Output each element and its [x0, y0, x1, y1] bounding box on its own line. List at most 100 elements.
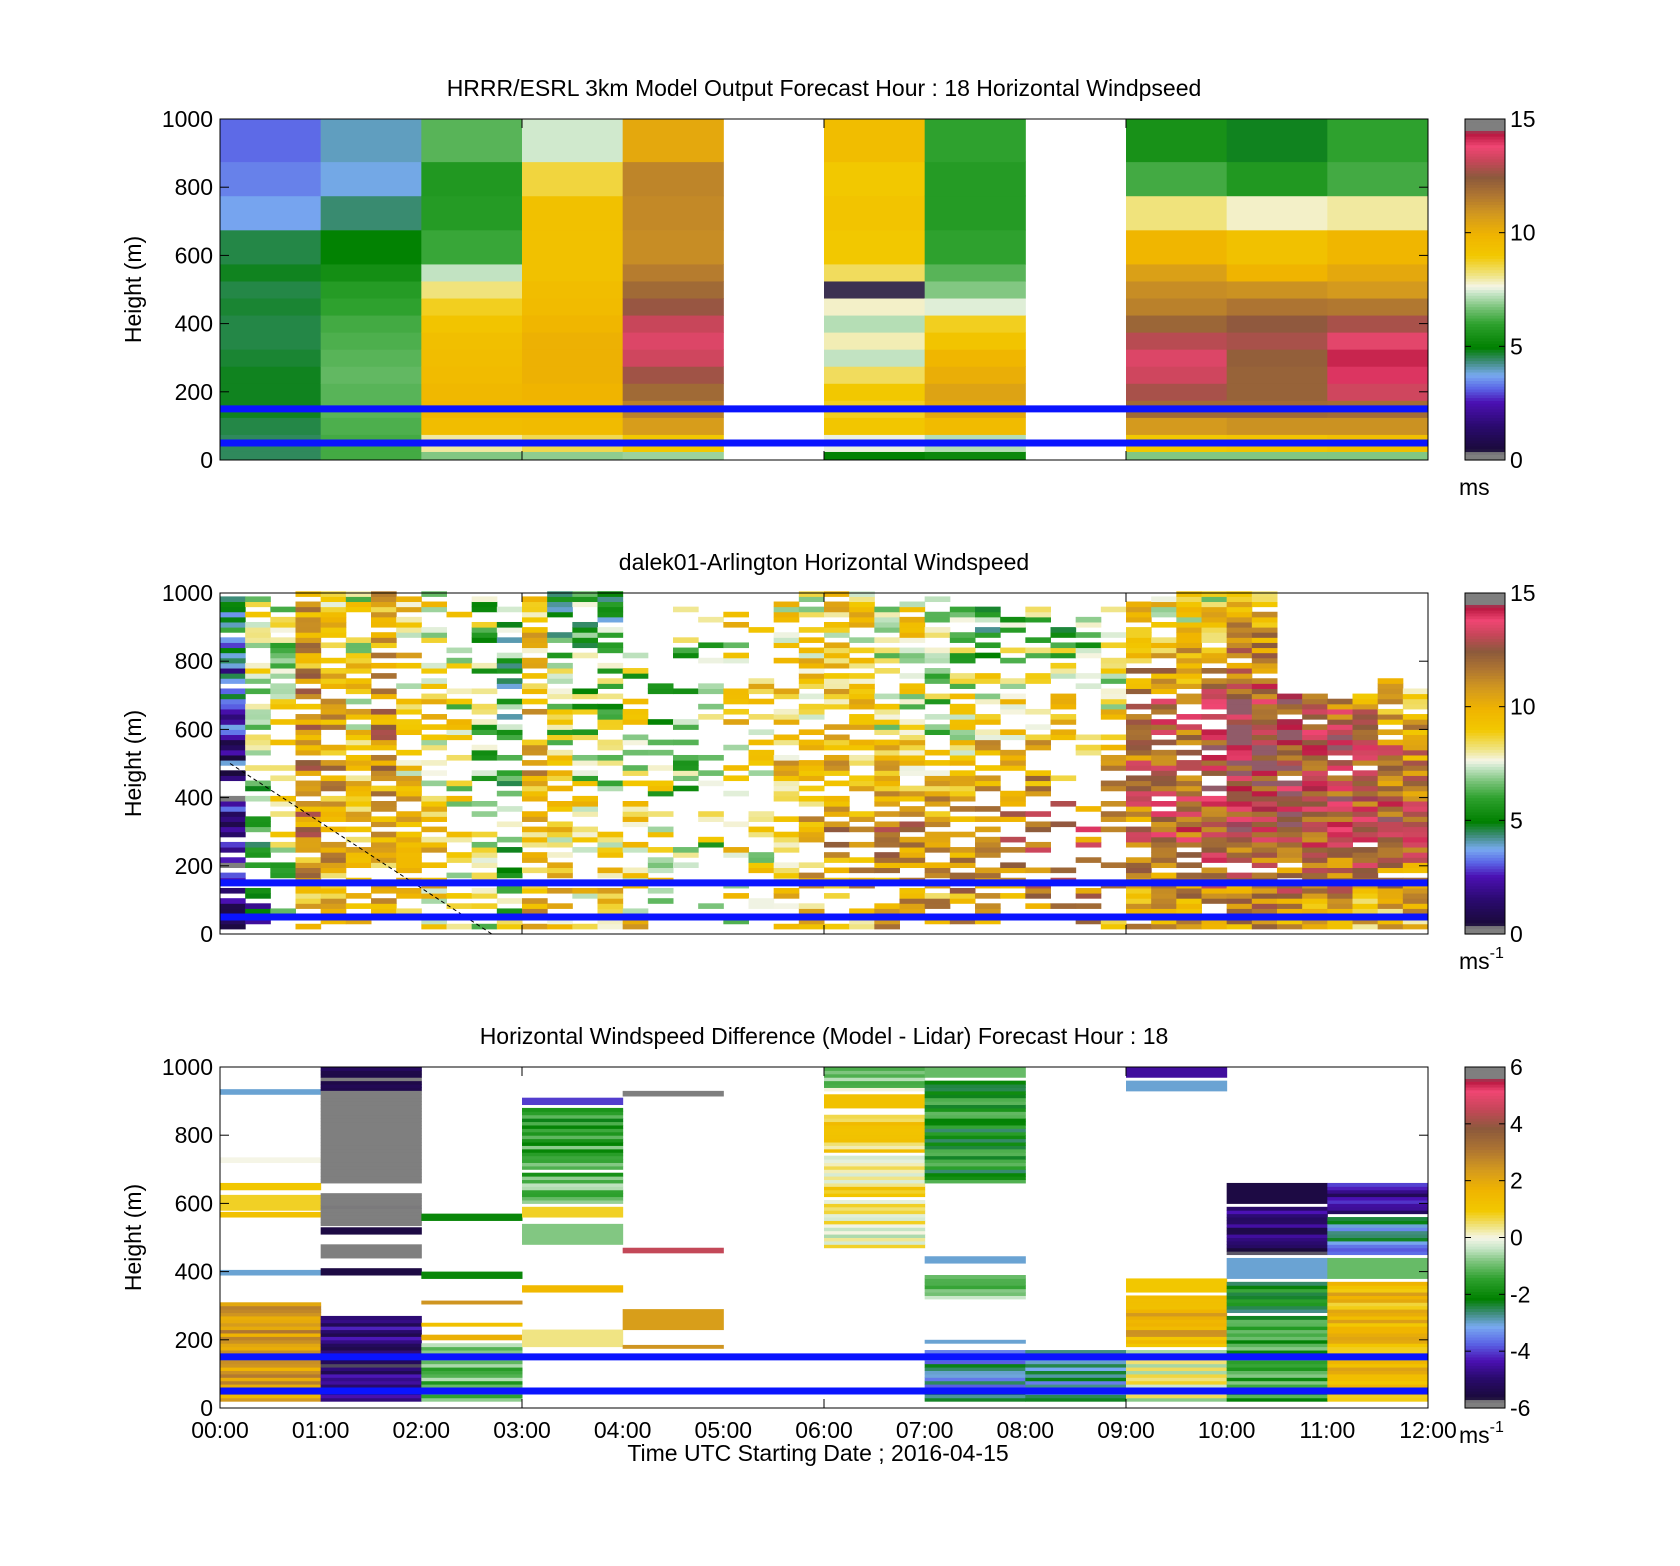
heatmap-cell [471, 893, 498, 899]
heatmap-cell [824, 1138, 926, 1143]
heatmap-cell [1201, 898, 1228, 904]
colorbar-swatch [1465, 752, 1505, 756]
heatmap-cell [1327, 161, 1429, 197]
heatmap-cell [1251, 616, 1278, 623]
heatmap-cell [522, 1159, 624, 1163]
heatmap-cell [320, 1107, 422, 1112]
heatmap-cell [1126, 280, 1228, 299]
heatmap-cell [824, 332, 926, 350]
heatmap-cell [320, 1142, 422, 1146]
heatmap-cell [270, 627, 296, 633]
heatmap-cell [849, 673, 875, 679]
heatmap-cell [924, 417, 1026, 435]
heatmap-cell [1402, 729, 1429, 736]
heatmap-cell [522, 1145, 624, 1150]
heatmap-cell [824, 1165, 926, 1170]
heatmap-cell [320, 1201, 422, 1206]
heatmap-cell [1201, 867, 1228, 874]
heatmap-cell [924, 1148, 1026, 1153]
heatmap-cell [421, 678, 447, 684]
heatmap-cell [824, 1135, 926, 1140]
heatmap-cell [773, 795, 800, 802]
heatmap-cell [496, 662, 523, 669]
colorbar-swatch [1465, 394, 1505, 399]
heatmap-cell [220, 811, 246, 817]
heatmap-cell [1126, 811, 1152, 817]
heatmap-cell [547, 734, 573, 741]
colorbar-swatch [1465, 632, 1505, 637]
colorbar-swatch [1465, 1092, 1505, 1097]
heatmap-cell [522, 606, 548, 613]
heatmap-cell [245, 724, 271, 730]
heatmap-cell [824, 657, 850, 664]
heatmap-cell [899, 811, 926, 817]
heatmap-cell [496, 821, 523, 828]
heatmap-cell [522, 1142, 624, 1146]
heatmap-cell [1075, 836, 1102, 843]
heatmap-cell [1151, 821, 1177, 828]
colorbar-swatch [1465, 141, 1505, 146]
heatmap-cell [270, 841, 296, 848]
heatmap-cell [622, 195, 724, 231]
heatmap-cell [220, 417, 322, 435]
colorbar-swatch [1465, 689, 1505, 694]
heatmap-cell [748, 816, 775, 822]
heatmap-cell [949, 734, 976, 741]
y-tick-label: 1000 [162, 580, 213, 606]
heatmap-cell [496, 923, 523, 930]
heatmap-cell [1151, 852, 1177, 858]
heatmap-cell [421, 760, 447, 766]
heatmap-cell [1327, 1298, 1429, 1303]
heatmap-cell [899, 698, 926, 705]
heatmap-cell [824, 1142, 926, 1146]
heatmap-cell [647, 847, 674, 853]
heatmap-cell [622, 1090, 724, 1097]
heatmap-cell [824, 627, 850, 633]
colorbar-swatch [1465, 1334, 1505, 1338]
heatmap-cell [320, 263, 422, 282]
heatmap-cell [1402, 887, 1429, 894]
heatmap-cell [1377, 923, 1404, 930]
heatmap-cell [245, 688, 271, 695]
heatmap-cell [1176, 621, 1202, 628]
heatmap-cell [1327, 298, 1429, 316]
heatmap-cell [1251, 611, 1278, 618]
heatmap-cell [522, 1172, 624, 1177]
heatmap-cell [1126, 734, 1152, 741]
heatmap-cell [270, 867, 296, 874]
heatmap-cell [975, 632, 1001, 638]
heatmap-cell [1402, 719, 1429, 725]
heatmap-cell [798, 703, 825, 710]
heatmap-cell [220, 349, 322, 367]
colorbar-swatch [1465, 1393, 1505, 1398]
heatmap-cell [572, 811, 598, 817]
heatmap-cell [371, 821, 397, 828]
heatmap-cell [924, 795, 951, 802]
heatmap-cell [522, 161, 624, 197]
heatmap-cell [723, 621, 749, 628]
heatmap-cell [1402, 862, 1429, 869]
heatmap-cell [1000, 657, 1026, 664]
heatmap-cell [899, 862, 926, 869]
heatmap-cell [824, 280, 926, 299]
heatmap-cell [446, 662, 473, 669]
heatmap-cell [975, 816, 1001, 822]
colorbar-swatch [1465, 874, 1505, 878]
heatmap-cell [1251, 693, 1278, 700]
heatmap-cell [1327, 836, 1353, 843]
heatmap-cell [647, 785, 674, 792]
colorbar-swatch [1465, 391, 1505, 396]
heatmap-cell [496, 627, 523, 633]
heatmap-cells [220, 119, 1429, 461]
heatmap-cell [698, 616, 724, 623]
heatmap-cell [1050, 903, 1077, 909]
heatmap-cell [824, 1203, 926, 1208]
heatmap-cell [522, 601, 548, 608]
heatmap-cell [1226, 616, 1253, 623]
heatmap-cell [522, 1176, 624, 1181]
y-tick-label: 1000 [162, 1054, 213, 1080]
colorbar-swatch [1465, 894, 1505, 898]
heatmap-cell [1201, 847, 1228, 853]
heatmap-cell [320, 1339, 422, 1344]
heatmap-cell [1352, 826, 1379, 833]
